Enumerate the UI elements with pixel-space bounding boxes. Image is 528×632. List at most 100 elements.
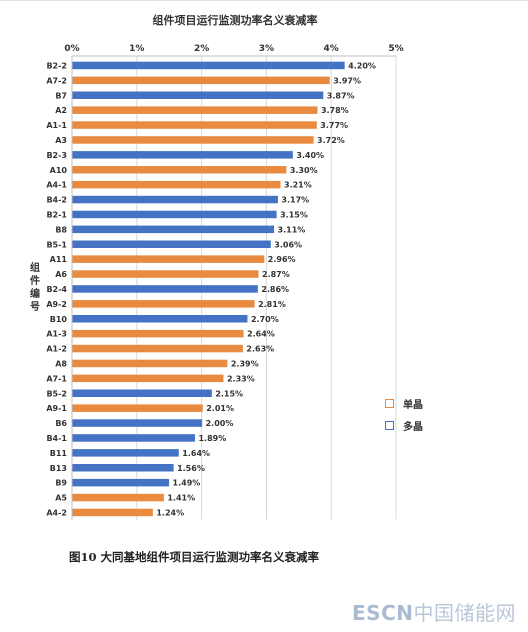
value-label: 2.39% bbox=[231, 359, 259, 368]
bar bbox=[72, 419, 203, 427]
value-label-layer: 4.20% 3.97% 3.87% 3.78% 3.77% 3.72% 3.40% 3.30%… bbox=[156, 61, 376, 517]
bar bbox=[72, 180, 281, 189]
value-label: 3.30% bbox=[290, 166, 318, 175]
value-label: 1.56% bbox=[177, 464, 205, 473]
x-tick-label: 2% bbox=[194, 44, 209, 54]
x-tick-label: 1% bbox=[129, 44, 144, 54]
value-label: 3.97% bbox=[333, 76, 361, 85]
bar-layer bbox=[72, 61, 345, 517]
x-tick-layer: 0% 1% 2% 3% 4% 5% bbox=[64, 44, 403, 54]
category-label: B4-1 bbox=[46, 434, 67, 443]
category-label-layer: B2-2 A7-2 B7 A2 A1-1 A3 B2-3 A10 A4-1 B4-2 B2-1 B8 B… bbox=[46, 61, 67, 517]
bar bbox=[72, 121, 317, 129]
category-label: A6 bbox=[55, 270, 67, 279]
category-label: A9-2 bbox=[46, 300, 67, 309]
value-label: 2.96% bbox=[268, 255, 296, 264]
bar-chart: 0% 1% 2% 3% 4% 5% B2-2 A7-2 B7 A2 A1-1 A3 B2-3 A10 A4… bbox=[46, 44, 404, 520]
legend-label: 单晶 bbox=[403, 400, 423, 411]
category-label: B4-2 bbox=[46, 196, 67, 205]
y-axis-label-char: 号 bbox=[30, 302, 40, 313]
y-axis-label-char: 组 bbox=[30, 263, 40, 274]
value-label: 2.81% bbox=[258, 300, 286, 309]
x-tick-label: 4% bbox=[324, 44, 339, 54]
bar bbox=[72, 151, 293, 159]
watermark-site: 中国储能网 bbox=[413, 601, 516, 625]
value-label: 2.15% bbox=[215, 389, 243, 398]
bar bbox=[72, 61, 345, 70]
watermark-logo: ESCN中国储能网 bbox=[352, 597, 516, 626]
value-label: 3.78% bbox=[321, 106, 349, 115]
value-label: 3.21% bbox=[284, 181, 312, 190]
value-label: 1.64% bbox=[182, 449, 210, 458]
legend-swatch bbox=[385, 399, 394, 408]
category-label: A4-1 bbox=[46, 181, 67, 190]
category-label: B5-2 bbox=[46, 389, 67, 398]
value-label: 4.20% bbox=[348, 61, 376, 70]
bar bbox=[72, 434, 195, 442]
category-label: A9-1 bbox=[46, 404, 67, 413]
value-label: 2.87% bbox=[262, 270, 290, 279]
value-label: 2.33% bbox=[227, 374, 255, 383]
category-label: B5-1 bbox=[46, 240, 67, 249]
value-label: 3.15% bbox=[280, 210, 308, 219]
value-label: 3.40% bbox=[296, 151, 324, 160]
category-label: B2-4 bbox=[46, 285, 67, 294]
bar bbox=[72, 464, 174, 472]
category-label: A8 bbox=[55, 359, 67, 368]
bar bbox=[72, 106, 318, 114]
category-label: B2-2 bbox=[46, 61, 67, 70]
bar bbox=[72, 404, 203, 412]
bar bbox=[72, 225, 275, 234]
category-label: A2 bbox=[55, 106, 67, 115]
y-axis-label: 组件编号 bbox=[28, 262, 42, 314]
category-label: A3 bbox=[55, 136, 67, 145]
value-label: 1.24% bbox=[156, 508, 184, 517]
category-label: A1-2 bbox=[46, 345, 67, 354]
category-label: B2-1 bbox=[46, 210, 67, 219]
value-label: 3.17% bbox=[281, 196, 309, 205]
legend-swatch bbox=[385, 421, 394, 430]
bar bbox=[72, 493, 164, 502]
category-label: A1-1 bbox=[46, 121, 67, 130]
legend-label: 多晶 bbox=[403, 422, 423, 433]
category-label: B8 bbox=[55, 225, 67, 234]
value-label: 1.49% bbox=[173, 479, 201, 488]
bar bbox=[72, 300, 255, 308]
x-tick-label: 5% bbox=[388, 44, 403, 54]
bar bbox=[72, 449, 179, 457]
bar bbox=[72, 329, 244, 338]
category-label: B9 bbox=[55, 479, 67, 488]
bar bbox=[72, 240, 271, 248]
value-label: 1.41% bbox=[167, 494, 195, 503]
category-label: A4-2 bbox=[46, 508, 67, 517]
x-tick-label: 0% bbox=[64, 44, 79, 54]
category-label: B11 bbox=[50, 449, 68, 458]
bar bbox=[72, 91, 324, 99]
category-label: B2-3 bbox=[46, 151, 67, 160]
chart-title: 组件项目运行监测功率名义衰减率 bbox=[152, 14, 318, 27]
value-label: 2.70% bbox=[251, 315, 279, 324]
bar bbox=[72, 359, 228, 368]
value-label: 3.87% bbox=[327, 91, 355, 100]
y-axis-label-char: 件 bbox=[30, 276, 40, 287]
bar bbox=[72, 166, 287, 174]
bar bbox=[72, 76, 330, 85]
top-border bbox=[0, 0, 528, 1]
bar bbox=[72, 255, 265, 263]
bar bbox=[72, 389, 212, 397]
category-label: A7-2 bbox=[46, 76, 67, 85]
y-axis-label-char: 编 bbox=[30, 289, 40, 300]
category-label: B6 bbox=[55, 419, 67, 428]
bar bbox=[72, 136, 314, 144]
value-label: 2.00% bbox=[206, 419, 234, 428]
value-label: 3.06% bbox=[274, 240, 302, 249]
bar bbox=[72, 270, 259, 278]
figure-caption: 图10 大同基地组件项目运行监测功率名义衰减率 bbox=[69, 550, 320, 564]
watermark-brand: ESCN bbox=[352, 601, 414, 625]
category-label: A7-1 bbox=[46, 374, 67, 383]
value-label: 3.77% bbox=[320, 121, 348, 130]
bar bbox=[72, 285, 258, 293]
value-label: 1.89% bbox=[198, 434, 226, 443]
value-label: 2.64% bbox=[247, 330, 275, 339]
